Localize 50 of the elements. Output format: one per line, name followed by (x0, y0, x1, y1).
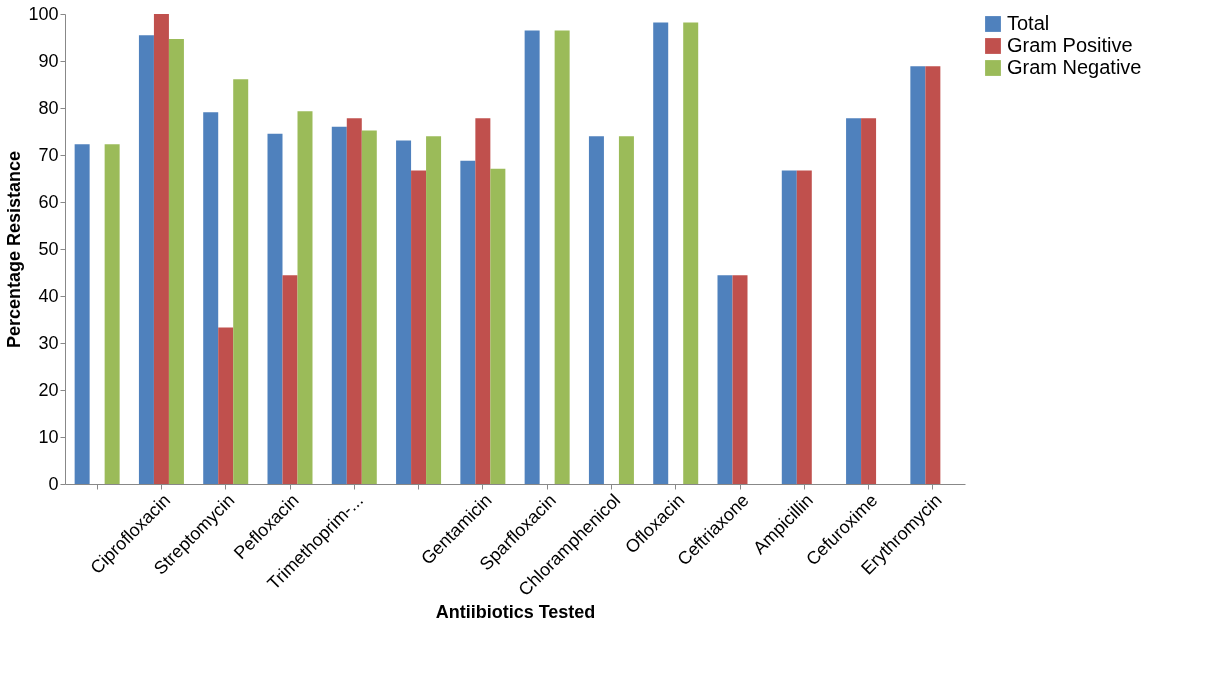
bar (717, 275, 733, 484)
legend-label: Total (1007, 12, 1050, 34)
bar (346, 118, 362, 484)
bar (910, 66, 926, 484)
bar (475, 118, 491, 484)
bar (361, 130, 377, 484)
bar (618, 136, 634, 484)
bar (411, 170, 427, 484)
y-tick-label: 40 (38, 285, 59, 306)
y-tick-label: 50 (38, 238, 59, 259)
y-tick-label: 30 (38, 332, 59, 353)
legend-label: Gram Positive (1007, 34, 1133, 56)
bar (168, 38, 184, 484)
bar (138, 35, 154, 484)
bar (153, 14, 169, 484)
bar (74, 144, 90, 484)
y-tick-label: 80 (38, 97, 59, 118)
bar (554, 30, 570, 484)
bar (653, 22, 669, 484)
bar (282, 275, 298, 484)
y-tick-label: 70 (38, 144, 59, 165)
bar (524, 30, 540, 484)
bar (683, 22, 699, 484)
y-axis-title: Percentage Resistance (4, 150, 25, 349)
bar (426, 136, 442, 484)
y-tick-label: 10 (38, 426, 59, 447)
legend-label: Gram Negative (1007, 56, 1142, 78)
bar (104, 144, 120, 484)
bar (331, 126, 347, 484)
bar (203, 112, 219, 484)
bar (781, 170, 797, 484)
y-tick-label: 20 (38, 379, 59, 400)
bar (861, 118, 877, 484)
bar (267, 133, 283, 484)
y-tick-label: 0 (48, 473, 59, 494)
bar (460, 160, 476, 484)
bar (796, 170, 812, 484)
y-tick-label: 90 (38, 50, 59, 71)
bar (925, 66, 941, 484)
bar (490, 168, 506, 484)
y-tick-label: 60 (38, 191, 59, 212)
bar (396, 140, 412, 484)
bar (218, 327, 234, 484)
bar (233, 79, 249, 484)
bar (588, 136, 604, 484)
bar (297, 111, 313, 484)
bar (846, 118, 862, 484)
x-axis-title: Antiibiotics Tested (435, 601, 596, 622)
y-tick-label: 100 (28, 3, 59, 24)
bar (732, 275, 748, 484)
